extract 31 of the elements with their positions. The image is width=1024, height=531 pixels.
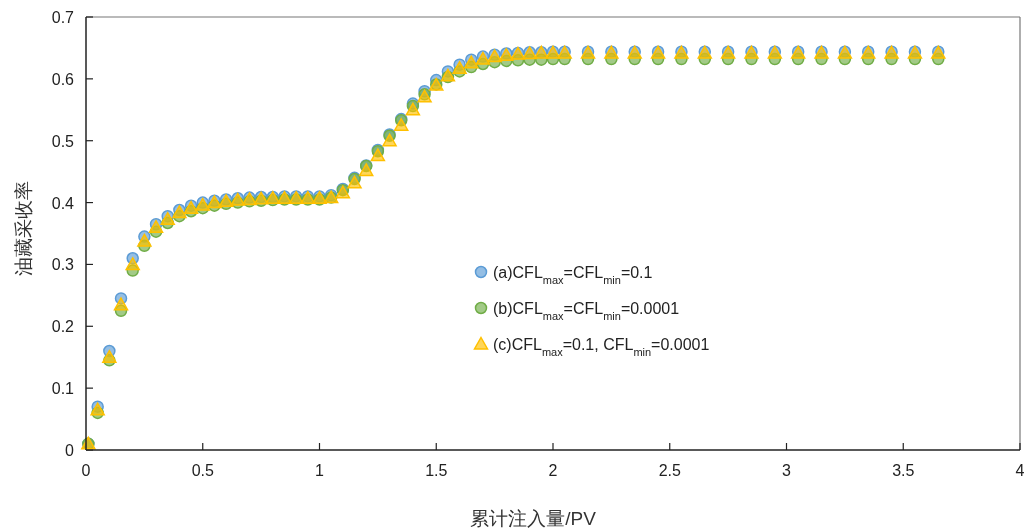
y-tick-label: 0 — [65, 442, 75, 459]
point — [137, 233, 152, 247]
point — [452, 61, 467, 75]
x-tick-label: 1.5 — [425, 462, 448, 479]
x-tick-label: 3 — [782, 462, 792, 479]
x-tick-label: 0.5 — [191, 462, 214, 479]
point — [358, 163, 374, 177]
y-tick-label: 0.2 — [51, 318, 75, 336]
legend-label: (a)CFL$_{max}$=CFL$_{min}$=0.1 — [493, 264, 653, 286]
legend-label: (c)CFL$_{max}$=0.1, CFL$_{min}$=0.0001 — [493, 336, 710, 358]
y-tick-label: 0.1 — [51, 380, 75, 398]
legend-label: (b)CFL$_{max}$=CFL$_{min}$=0.0001 — [493, 300, 680, 322]
y-tick-label: 0.7 — [51, 9, 75, 26]
point — [125, 257, 140, 271]
y-tick-label: 0.6 — [51, 70, 75, 88]
x-tick-label: 1 — [315, 462, 325, 479]
point — [102, 349, 117, 363]
x-tick-label: 0 — [81, 462, 91, 479]
x-axis-title: 累计注入量/PV — [470, 508, 597, 529]
x-tick-label: 2 — [548, 462, 558, 479]
point — [393, 118, 409, 131]
x-tick-label: 4 — [1015, 462, 1024, 479]
point — [113, 297, 129, 311]
y-axis-title: 油藏采收率 — [13, 181, 34, 276]
point — [382, 133, 397, 147]
x-tick-label: 3.5 — [892, 462, 915, 479]
x-tick-label: 2.5 — [658, 462, 681, 479]
y-tick-label: 0.5 — [51, 132, 75, 150]
y-tick-label: 0.4 — [51, 194, 75, 212]
point — [370, 148, 386, 162]
y-tick-label: 0.3 — [51, 256, 75, 274]
